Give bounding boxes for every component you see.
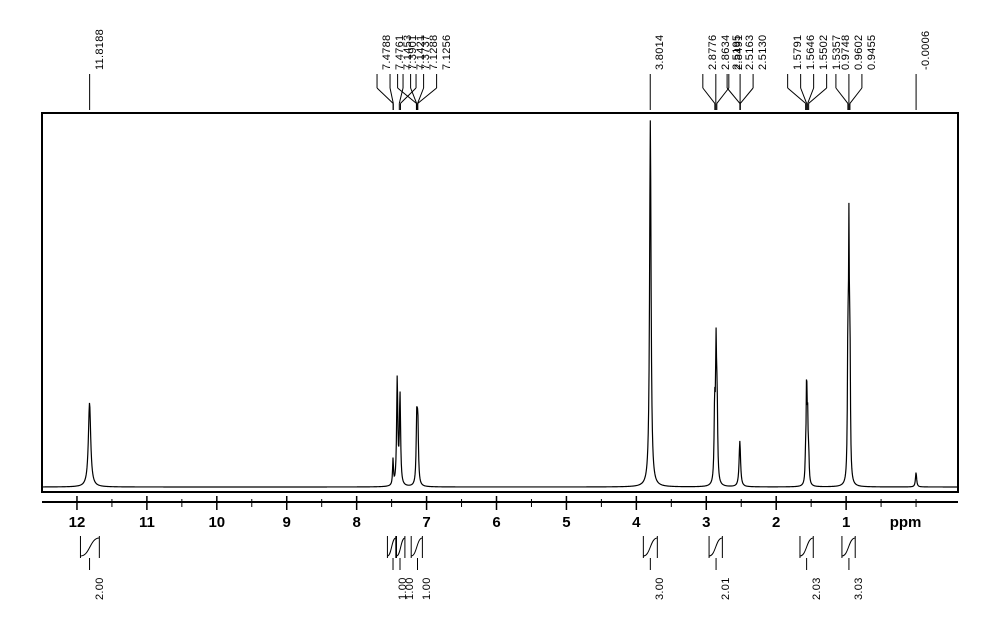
integration-markers bbox=[0, 0, 1000, 625]
nmr-spectrum-chart: 121110987654321ppm11.81883.8014-0.00067.… bbox=[0, 0, 1000, 625]
